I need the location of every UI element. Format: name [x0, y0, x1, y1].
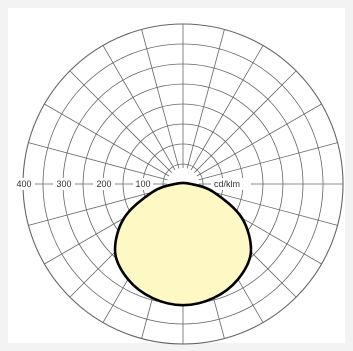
tick-label-bg-4 [211, 178, 251, 190]
tick-label-100: 100 [135, 179, 150, 189]
tick-label-300: 300 [56, 179, 71, 189]
radial-ring-350 [42, 43, 324, 325]
radial-tick-labels: 400 300 200 100 cd/klm [16, 179, 240, 189]
intensity-curve-group [115, 182, 251, 306]
tick-label-bg-0 [13, 178, 35, 190]
tick-label-backgrounds [13, 178, 251, 190]
tick-label-bg-2 [93, 178, 115, 190]
intensity-curve-outline [113, 181, 253, 307]
tick-label-400: 400 [16, 179, 31, 189]
angle-spoke-210 [102, 45, 176, 171]
tick-label-200: 200 [96, 179, 111, 189]
intensity-curve-fill [115, 182, 251, 306]
tick-label-bg-1 [53, 178, 75, 190]
angle-spoke-150 [190, 45, 264, 171]
angle-spoke-120 [196, 103, 322, 177]
tick-label-bg-3 [133, 178, 153, 190]
angle-spoke-240 [44, 103, 170, 177]
unit-label: cd/klm [214, 179, 240, 189]
